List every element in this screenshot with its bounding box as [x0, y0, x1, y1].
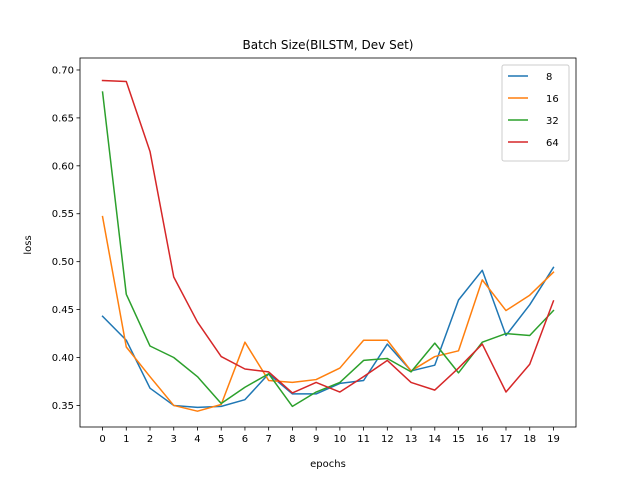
legend: 8 16 32 64: [501, 64, 570, 162]
legend-label: 32: [546, 116, 559, 127]
chart-title: Batch Size(BILSTM, Dev Set): [243, 38, 414, 52]
y-tick-label: 0.35: [52, 401, 74, 412]
x-axis-label: epochs: [310, 459, 346, 470]
y-tick-label: 0.70: [52, 65, 74, 76]
x-tick-label: 12: [381, 434, 394, 445]
y-tick-label: 0.40: [52, 353, 74, 364]
y-tick-label: 0.55: [52, 209, 74, 220]
y-tick-label: 0.60: [52, 161, 74, 172]
y-axis-label: loss: [23, 235, 34, 254]
x-tick-label: 1: [123, 434, 129, 445]
x-tick-label: 0: [99, 434, 105, 445]
x-tick-label: 6: [242, 434, 248, 445]
x-tick-label: 7: [265, 434, 271, 445]
legend-label: 64: [546, 138, 559, 149]
y-tick-label: 0.50: [52, 257, 74, 268]
x-tick-label: 10: [333, 434, 346, 445]
x-tick-label: 8: [289, 434, 295, 445]
x-tick-label: 16: [476, 434, 489, 445]
x-tick-label: 14: [428, 434, 441, 445]
x-tick-label: 18: [523, 434, 536, 445]
x-tick-label: 15: [452, 434, 465, 445]
x-tick-label: 2: [147, 434, 153, 445]
legend-box: [501, 64, 570, 162]
legend-label: 16: [546, 94, 559, 105]
axes-frame: [79, 57, 577, 428]
x-tick-label: 11: [357, 434, 370, 445]
x-tick-label: 4: [194, 434, 200, 445]
x-tick-label: 17: [500, 434, 513, 445]
y-tick-label: 0.65: [52, 113, 74, 124]
x-tick-label: 13: [405, 434, 418, 445]
x-tick-label: 5: [218, 434, 224, 445]
x-tick-label: 19: [547, 434, 560, 445]
y-tick-label: 0.45: [52, 305, 74, 316]
x-tick-label: 3: [171, 434, 177, 445]
legend-label: 8: [546, 72, 552, 83]
plot-area: 0 1 2 3 4 5 6 7 8 9 10 11 12 13 14 15 16 17 18 190.350.400.…: [52, 57, 577, 445]
series-line-16: [101, 215, 555, 412]
series-line-64: [101, 79, 555, 394]
x-tick-label: 9: [313, 434, 319, 445]
